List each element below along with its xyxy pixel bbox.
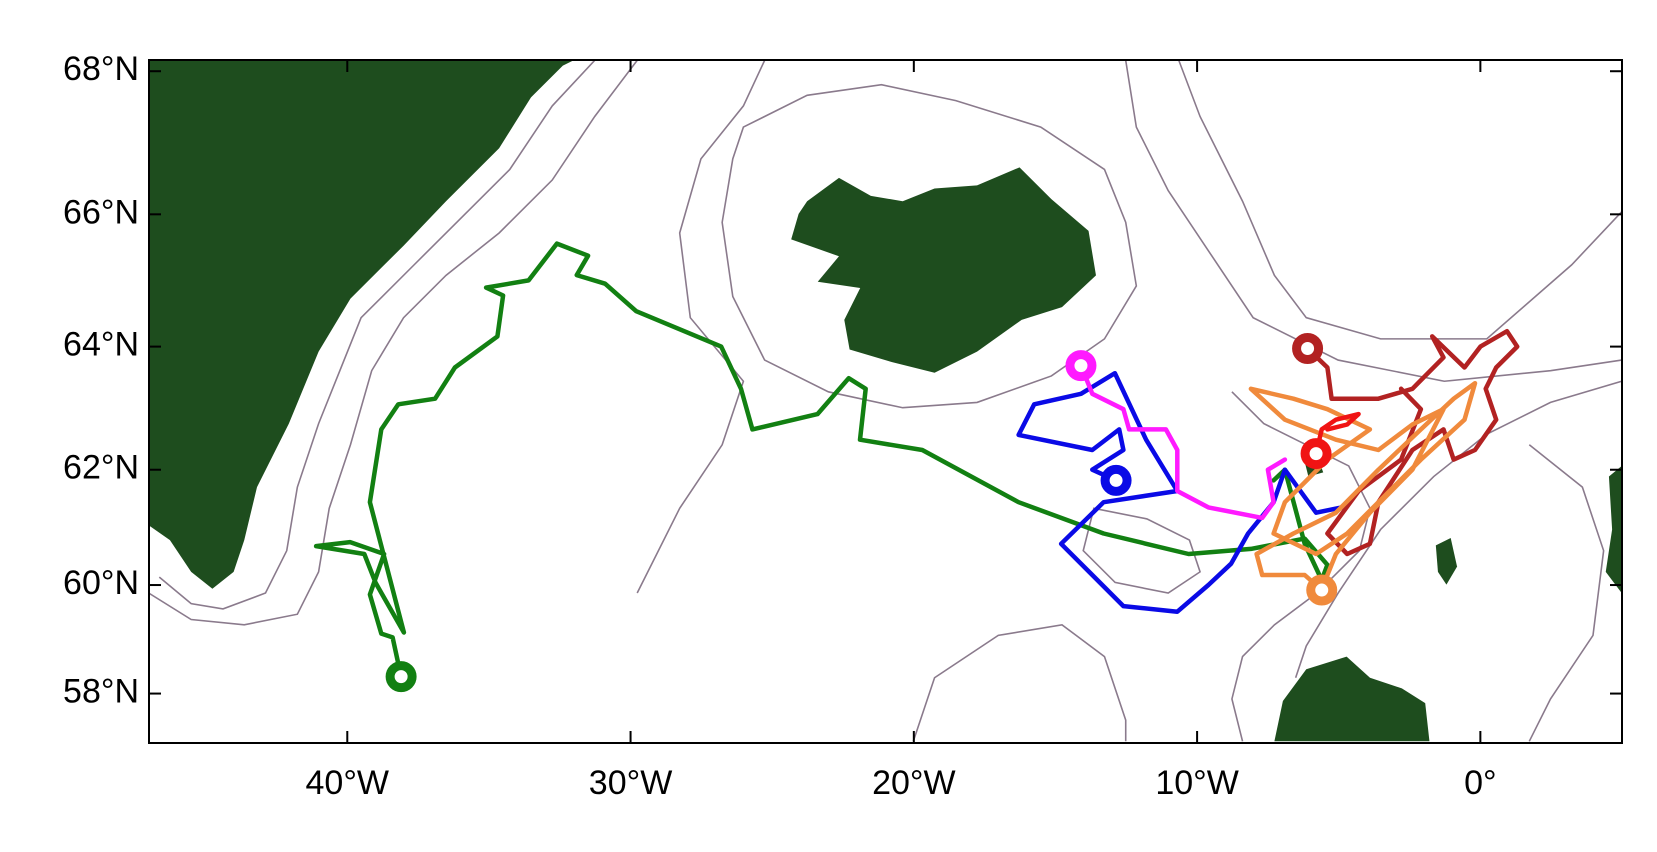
- start-marker: [385, 661, 417, 693]
- iceland: [791, 167, 1096, 373]
- bathymetry-contour: [636, 60, 766, 594]
- y-tick-label: 58°N: [63, 673, 139, 711]
- basemap-layer: [149, 60, 1622, 742]
- track: [1313, 411, 1361, 456]
- x-tick-label: 30°W: [589, 764, 673, 802]
- y-tick-label: 60°N: [63, 564, 139, 602]
- start-marker: [1065, 350, 1097, 382]
- bathymetry-contour: [1082, 507, 1202, 594]
- x-tick-label: 40°W: [306, 764, 390, 802]
- start-marker: [1100, 464, 1132, 496]
- tracks: [313, 241, 1520, 693]
- track: [1248, 380, 1478, 593]
- track: [1305, 328, 1520, 557]
- start-marker: [1306, 574, 1338, 606]
- bathymetry-contour: [1294, 380, 1622, 679]
- x-tick-label: 0°: [1464, 764, 1497, 802]
- bathymetry-contour: [1124, 60, 1622, 383]
- axes: 40°W 30°W 20°W 10°W 0° 58°N 60°N 62°N 64°N 66°N 68…: [63, 50, 1622, 802]
- bathymetry-contour: [149, 60, 638, 626]
- bathymetry-contour: [912, 623, 1127, 742]
- start-marker: [1292, 333, 1324, 365]
- basemap: [149, 60, 1622, 742]
- x-tick-label: 10°W: [1155, 764, 1239, 802]
- track: [313, 241, 1330, 679]
- bathymetry-contour: [158, 60, 596, 610]
- y-tick-label: 68°N: [63, 50, 139, 88]
- start-marker: [1300, 438, 1332, 470]
- track: [1016, 370, 1344, 614]
- norway-coast: [1605, 465, 1622, 594]
- track: [1078, 363, 1288, 521]
- y-tick-label: 64°N: [63, 326, 139, 364]
- greenland: [149, 60, 574, 589]
- shetland: [1435, 537, 1458, 585]
- x-tick-label: 20°W: [872, 764, 956, 802]
- y-tick-label: 66°N: [63, 193, 139, 231]
- bathymetry-contour: [1528, 444, 1605, 742]
- scotland: [1274, 656, 1430, 742]
- plot-frame: [148, 59, 1623, 744]
- y-tick-label: 62°N: [63, 449, 139, 487]
- bathymetry-contour: [1178, 60, 1622, 340]
